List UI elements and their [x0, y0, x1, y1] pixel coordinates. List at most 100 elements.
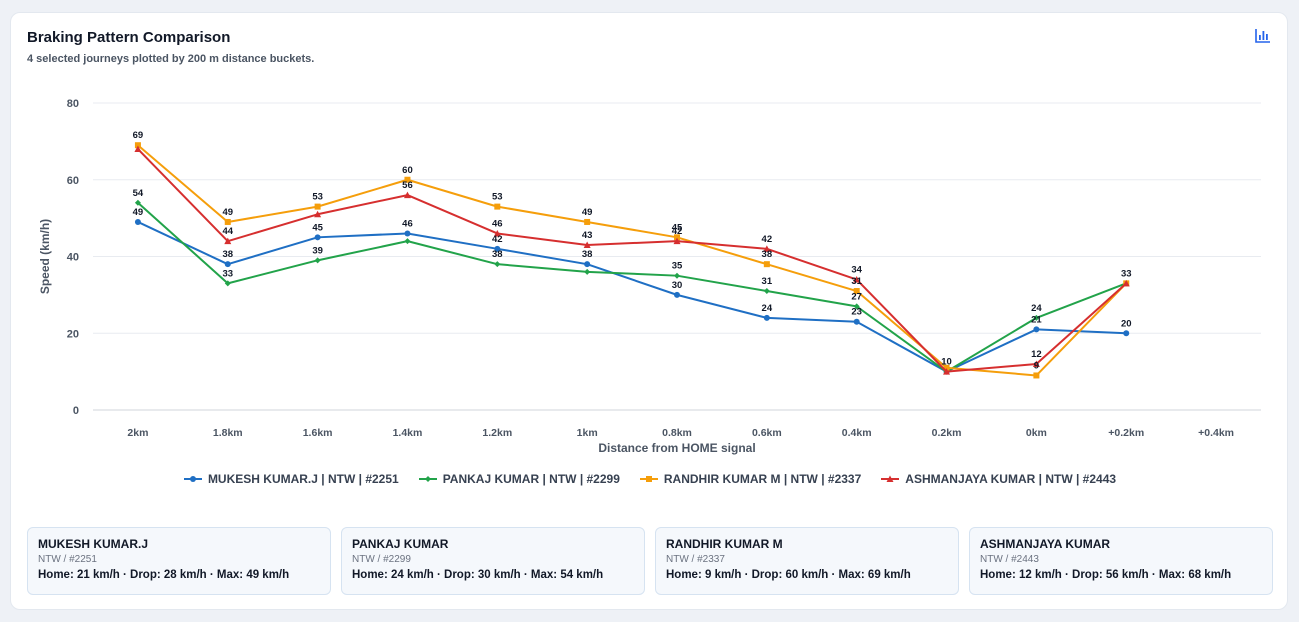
data-label: 38 — [762, 249, 773, 260]
series-line-2 — [137, 144, 1127, 377]
driver-card-pankaj[interactable]: PANKAJ KUMAR NTW / #2299 Home: 24 km/h ·… — [341, 527, 645, 595]
page-subtitle: 4 selected journeys plotted by 200 m dis… — [27, 53, 315, 65]
data-point — [1033, 326, 1040, 333]
legend-item-randhir[interactable]: RANDHIR KUMAR M | NTW | #2337 — [639, 472, 862, 486]
driver-card-mukesh[interactable]: MUKESH KUMAR.J NTW / #2251 Home: 21 km/h… — [27, 527, 331, 595]
data-label: 49 — [582, 207, 593, 218]
data-point — [1033, 372, 1040, 379]
legend-label: MUKESH KUMAR.J | NTW | #2251 — [207, 472, 399, 486]
driver-stats: Home: 21 km/h · Drop: 28 km/h · Max: 49 … — [38, 569, 290, 581]
data-point — [224, 237, 232, 245]
data-point — [763, 288, 770, 295]
data-point — [314, 234, 321, 241]
data-label: 42 — [672, 226, 683, 237]
data-point — [1032, 360, 1040, 367]
data-label: 31 — [762, 276, 773, 287]
y-tick-label: 80 — [67, 98, 79, 110]
driver-stats: Home: 9 km/h · Drop: 60 km/h · Max: 69 k… — [666, 569, 911, 581]
data-point — [224, 280, 231, 287]
data-point — [943, 368, 951, 375]
data-point — [404, 238, 411, 245]
data-label: 43 — [582, 230, 593, 241]
driver-code: NTW / #2443 — [980, 554, 1039, 565]
data-point — [674, 234, 680, 241]
data-label: 49 — [222, 207, 233, 218]
data-point — [853, 276, 861, 283]
data-point — [404, 176, 411, 183]
y-tick-label: 20 — [67, 328, 79, 340]
driver-name: MUKESH KUMAR.J — [38, 537, 149, 551]
data-point — [494, 261, 501, 268]
legend-label: PANKAJ KUMAR | NTW | #2299 — [442, 472, 620, 486]
y-axis-title: Speed (km/h) — [38, 219, 52, 294]
driver-name: RANDHIR KUMAR M — [666, 537, 783, 551]
data-point — [584, 261, 591, 268]
data-point — [494, 245, 501, 252]
data-label: 45 — [312, 222, 323, 233]
data-label: 46 — [492, 218, 503, 229]
data-point — [583, 241, 591, 248]
x-tick-label: 1.2km — [482, 427, 512, 439]
data-label: 10 — [941, 357, 952, 368]
driver-name: ASHMANJAYA KUMAR — [980, 537, 1111, 551]
data-point — [1033, 314, 1040, 321]
data-label: 20 — [1121, 318, 1132, 329]
driver-code: NTW / #2299 — [352, 554, 411, 565]
data-point — [134, 218, 141, 225]
data-point — [853, 318, 860, 325]
data-label: 60 — [402, 165, 413, 176]
data-label: 46 — [402, 218, 413, 229]
y-tick-label: 40 — [67, 252, 79, 264]
data-point — [494, 203, 501, 210]
driver-name: PANKAJ KUMAR — [352, 537, 449, 551]
data-point — [493, 229, 501, 237]
x-axis-title: Distance from HOME signal — [598, 441, 755, 455]
data-point — [853, 303, 860, 310]
driver-card-randhir[interactable]: RANDHIR KUMAR M NTW / #2337 Home: 9 km/h… — [655, 527, 959, 595]
data-label: 44 — [222, 226, 233, 237]
legend-marker-diamond-icon — [418, 476, 437, 482]
y-tick-label: 0 — [73, 405, 79, 417]
data-label: 35 — [672, 261, 683, 272]
data-label: 39 — [312, 245, 323, 256]
data-label: 21 — [1031, 314, 1042, 325]
data-point — [1122, 279, 1130, 287]
braking-comparison-card: Braking Pattern Comparison 4 selected jo… — [10, 12, 1288, 610]
driver-stats: Home: 12 km/h · Drop: 56 km/h · Max: 68 … — [980, 569, 1232, 581]
data-label: 42 — [492, 234, 503, 245]
legend-item-ashmanjaya[interactable]: ASHMANJAYA KUMAR | NTW | #2443 — [881, 472, 1116, 486]
data-label: 24 — [1031, 303, 1042, 314]
data-point — [763, 314, 770, 321]
driver-code: NTW / #2251 — [38, 554, 97, 565]
x-tick-label: 1.4km — [393, 427, 423, 439]
legend-marker-triangle-icon — [881, 475, 900, 482]
data-label: 33 — [1121, 268, 1132, 279]
x-tick-label: 0.4km — [842, 427, 872, 439]
series-line-1 — [137, 202, 1127, 373]
legend-item-mukesh[interactable]: MUKESH KUMAR.J | NTW | #2251 — [183, 472, 399, 486]
data-label: 69 — [133, 130, 144, 141]
data-label: 24 — [762, 303, 773, 314]
data-point — [314, 257, 321, 264]
x-tick-label: +0.4km — [1198, 427, 1234, 439]
x-tick-label: 1km — [577, 427, 598, 439]
data-point — [314, 203, 321, 210]
data-point — [224, 261, 231, 268]
y-tick-label: 60 — [67, 175, 79, 187]
series-line-3 — [137, 148, 1127, 373]
x-tick-label: 0.6km — [752, 427, 782, 439]
data-label: 31 — [851, 276, 862, 287]
driver-summary-list: MUKESH KUMAR.J NTW / #2251 Home: 21 km/h… — [27, 527, 1273, 595]
data-label: 30 — [672, 280, 683, 291]
driver-card-ashmanjaya[interactable]: ASHMANJAYA KUMAR NTW / #2443 Home: 12 km… — [969, 527, 1273, 595]
legend-item-pankaj[interactable]: PANKAJ KUMAR | NTW | #2299 — [418, 472, 620, 486]
braking-line-chart: 0 20 40 60 80 2km 1.8km 1.6km 1.4km 1.2km 1km 0.8km… — [38, 98, 1261, 455]
data-point — [134, 145, 142, 153]
legend-label: RANDHIR KUMAR M | NTW | #2337 — [663, 472, 862, 486]
data-point — [853, 288, 860, 295]
data-label: 45 — [672, 222, 683, 233]
bar-chart-icon[interactable] — [1254, 27, 1272, 45]
data-point — [674, 272, 680, 279]
data-point — [1123, 330, 1130, 337]
data-label: 27 — [851, 291, 862, 302]
